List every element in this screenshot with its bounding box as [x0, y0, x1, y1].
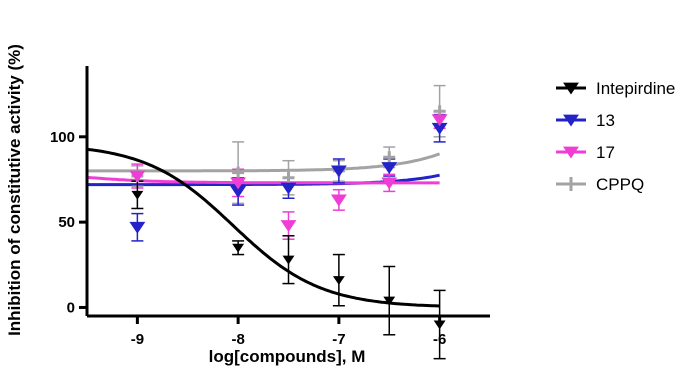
legend-item-intepirdine: Intepirdine — [556, 79, 675, 98]
data-point — [280, 220, 297, 233]
data-point — [330, 194, 347, 207]
x-tick-label: -7 — [332, 331, 345, 348]
legend-marker — [564, 177, 578, 191]
x-ticks: -9 -8 -7 -6 — [131, 316, 446, 348]
fit-curve-intepirdine — [87, 147, 440, 308]
data-point — [332, 276, 345, 286]
fit-curve-cppq — [87, 152, 441, 173]
data-point — [381, 177, 398, 190]
legend-item-13: 13 — [556, 111, 615, 130]
legend-item-cppq: CPPQ — [556, 175, 644, 194]
data-point — [230, 177, 247, 190]
fit-curves — [87, 147, 441, 308]
axes: 0 50 100 -9 -8 -7 -6 — [50, 66, 490, 348]
x-tick-label: -8 — [231, 331, 244, 348]
fit-curve-17 — [87, 175, 440, 185]
data-point — [129, 221, 146, 234]
data-point — [282, 255, 295, 265]
data-point — [232, 166, 245, 179]
data-point — [232, 243, 245, 253]
legend-marker — [563, 82, 579, 95]
y-tick-label: 50 — [58, 214, 75, 231]
legend-item-17: 17 — [556, 143, 615, 162]
data-point — [280, 182, 297, 195]
legend-marker — [563, 146, 579, 159]
y-ticks: 0 50 100 — [50, 129, 87, 316]
legend: Intepirdine 13 17 CPPQ — [556, 79, 675, 194]
data-point — [383, 296, 396, 306]
data-point — [129, 170, 146, 183]
x-axis-title: log[compounds], M — [209, 347, 366, 366]
data-point — [330, 165, 347, 178]
x-tick-label: -9 — [131, 331, 144, 348]
data-point — [383, 151, 396, 164]
y-tick-label: 100 — [50, 129, 75, 146]
legend-label: CPPQ — [596, 175, 644, 194]
plot-area — [87, 84, 448, 360]
y-axis-title: Inhibition of constitutive activity (%) — [5, 44, 24, 336]
data-point — [431, 114, 448, 127]
data-point — [131, 190, 144, 200]
y-tick-label: 0 — [67, 299, 75, 316]
data-point — [381, 162, 398, 175]
legend-label: 13 — [596, 111, 615, 130]
legend-label: Intepirdine — [596, 79, 675, 98]
x-tick-label: -6 — [433, 331, 446, 348]
legend-label: 17 — [596, 143, 615, 162]
data-point — [282, 171, 295, 184]
legend-marker — [563, 114, 579, 127]
